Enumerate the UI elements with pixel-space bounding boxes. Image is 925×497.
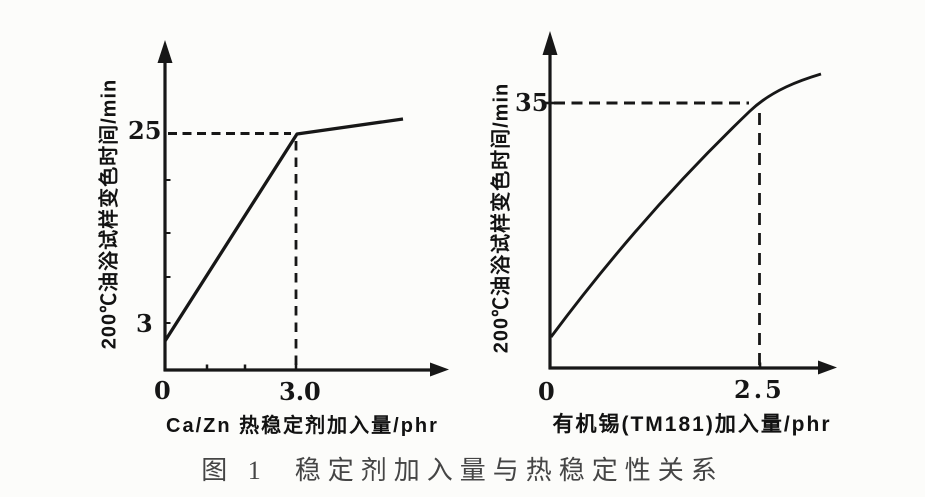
left-y-tick-label-25: 25: [128, 116, 162, 145]
right-x-tick-label-0: 0: [538, 377, 555, 406]
right-x-tick-label-2-5: 2.5: [734, 375, 785, 404]
right-y-axis-label: 200℃油浴试样变色时间/min: [490, 82, 513, 354]
figure-caption: 图 1 稳定剂加入量与热稳定性关系: [201, 456, 724, 485]
left-chart: [157, 40, 449, 377]
left-x-axis-arrow-icon: [430, 362, 449, 377]
right-y-tick-label-35: 35: [515, 88, 549, 117]
right-x-axis-label: 有机锡(TM181)加入量/phr: [552, 413, 832, 436]
left-x-axis-label: Ca/Zn 热稳定剂加入量/phr: [166, 415, 439, 437]
left-y-axis-arrow-icon: [157, 40, 173, 63]
left-y-axis-label: 200℃油浴试样变色时间/min: [98, 78, 121, 350]
left-x-tick-label-3-0: 3.0: [279, 377, 321, 406]
left-x-tick-label-0: 0: [154, 376, 171, 405]
right-x-axis-arrow-icon: [818, 360, 837, 375]
left-data-line: [163, 117, 404, 342]
left-y-tick-label-3: 3: [136, 309, 153, 338]
right-data-curve: [549, 72, 822, 338]
right-y-axis-arrow-icon: [542, 31, 558, 55]
right-chart: [542, 31, 837, 375]
